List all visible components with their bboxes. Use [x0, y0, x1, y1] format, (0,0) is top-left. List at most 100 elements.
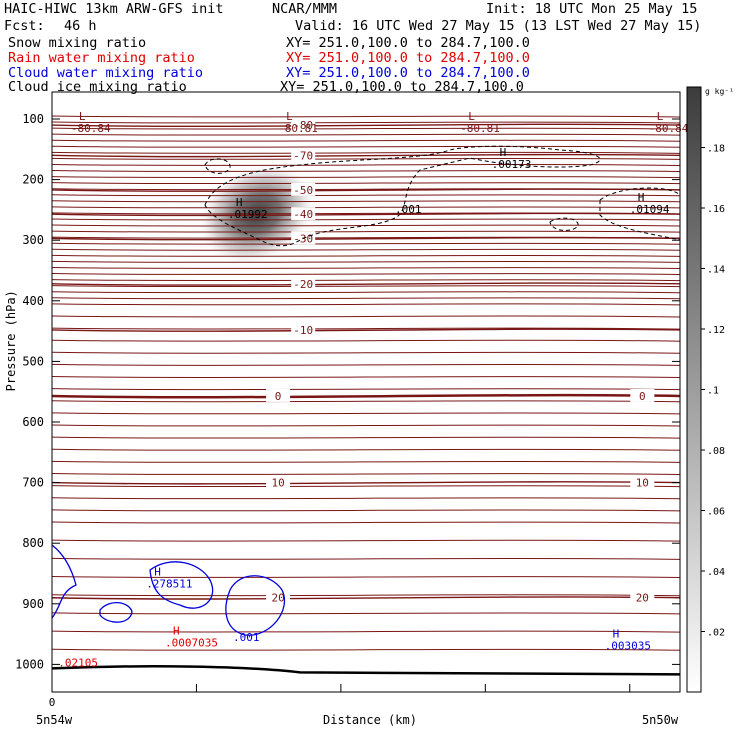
- extremum-letter: H: [500, 146, 507, 159]
- org-label: NCAR/MMM: [272, 1, 338, 17]
- extremum-letter: H: [236, 196, 243, 209]
- extremum-value: .01094: [630, 203, 670, 216]
- isotherm: [52, 594, 680, 597]
- extremum-value: -80.84: [71, 122, 111, 135]
- contour-label-bg: [291, 322, 316, 336]
- isotherm: [52, 157, 680, 160]
- colorbar-tick-label: .18: [707, 144, 725, 155]
- cloud-water-contour: [99, 602, 133, 623]
- isotherm-label: 10: [271, 477, 284, 490]
- isotherm: [52, 497, 680, 500]
- init-time: Init: 18 UTC Mon 25 May 15: [486, 1, 698, 17]
- colorbar-tick-label: .04: [707, 567, 725, 578]
- extremum-letter: H: [154, 566, 161, 579]
- contour-label-bg: [291, 207, 316, 221]
- extremum-letter: H: [613, 627, 620, 640]
- isotherm-labeled: [52, 596, 680, 600]
- isotherm: [52, 273, 680, 276]
- extremum-value: .278511: [146, 578, 192, 591]
- y-tick-label: 500: [22, 354, 44, 368]
- y-tick-label: 700: [22, 476, 44, 490]
- plot-frame: [51, 91, 681, 693]
- contour-label-bg: [266, 388, 291, 402]
- extremum-letter: L: [286, 110, 293, 123]
- y-tick-label: 900: [22, 597, 44, 611]
- y-tick-label: 1000: [15, 657, 44, 671]
- isotherm-labeled: [52, 282, 680, 286]
- isotherm-label: -20: [293, 278, 313, 291]
- contour-label-bg: [266, 475, 291, 489]
- isotherm: [52, 630, 680, 633]
- isotherm-label: -80: [293, 119, 313, 132]
- isotherm: [52, 363, 680, 366]
- y-tick-label: 800: [22, 536, 44, 550]
- cloud-ice-contour: [204, 145, 601, 247]
- cloud-ice-contour: [549, 217, 579, 231]
- contour-label-bg: [630, 475, 655, 489]
- cloud-water-contour: [149, 561, 214, 609]
- isotherm: [52, 248, 680, 251]
- isotherm: [52, 242, 680, 245]
- isotherm: [52, 460, 680, 463]
- isotherm: [52, 424, 680, 427]
- extremum-letter: L: [468, 110, 475, 123]
- isotherm: [52, 254, 680, 257]
- isotherm: [52, 376, 680, 379]
- extremum-letter: L: [79, 110, 86, 123]
- isotherm: [52, 327, 680, 330]
- isotherm: [52, 182, 680, 185]
- isotherm-labeled: [52, 188, 680, 192]
- isotherm-label: 0: [275, 390, 282, 403]
- isotherm: [52, 218, 680, 221]
- isotherm: [52, 206, 680, 209]
- isotherm: [52, 285, 680, 288]
- isotherm: [52, 436, 680, 439]
- isotherm: [52, 388, 680, 391]
- isotherm: [52, 351, 680, 354]
- field-xy-cloud-ice: XY= 251.0,100.0 to 284.7,100.0: [280, 79, 524, 95]
- isotherm: [52, 315, 680, 318]
- colorbar-tick-label: .16: [707, 204, 725, 215]
- isotherm: [52, 176, 680, 179]
- isotherm-label: 0: [639, 390, 646, 403]
- colorbar-tick-label: .14: [707, 265, 725, 276]
- field-xy-cloud-water: XY= 251.0,100.0 to 284.7,100.0: [286, 65, 530, 81]
- isotherm: [52, 521, 680, 524]
- contour-label-bg: [291, 118, 316, 132]
- isotherm: [52, 485, 680, 488]
- valid-time: Valid: 16 UTC Wed 27 May 15 (13 LST Wed …: [295, 18, 702, 34]
- extremum-value: .0007035: [165, 636, 218, 649]
- y-tick-label: 100: [22, 112, 44, 126]
- contour-label-bg: [291, 276, 316, 290]
- isotherm-label: 10: [636, 477, 649, 490]
- colorbar-tick-label: .02: [707, 628, 725, 639]
- cloud-ice-contour-label: .001: [395, 203, 422, 216]
- colorbar: [686, 86, 702, 693]
- cloud-ice-contour: [599, 187, 680, 241]
- colorbar-tick-label: .08: [707, 446, 725, 457]
- isotherm: [52, 576, 680, 579]
- isotherm-label: 20: [271, 592, 284, 605]
- extremum-value: .003035: [605, 639, 651, 652]
- isotherm: [52, 170, 680, 173]
- x-end-label-left: 5n54w: [36, 713, 73, 727]
- isotherm: [52, 473, 680, 476]
- y-tick-label: 300: [22, 233, 44, 247]
- isotherm: [52, 230, 680, 233]
- x-end-label-right: 5n50w: [642, 713, 679, 727]
- isotherm: [52, 139, 680, 142]
- colorbar-tick-label: .1: [707, 386, 719, 397]
- extremum-value: .01992: [228, 208, 268, 221]
- extremum-value: -80.81: [460, 122, 500, 135]
- colorbar-tick-label: .12: [707, 325, 725, 336]
- extremum-value: .00173: [492, 158, 532, 171]
- isotherm-labeled: [52, 481, 680, 485]
- forecast-hours: 46 h: [64, 18, 97, 34]
- isotherm-labeled: [52, 236, 680, 241]
- field-label-snow: Snow mixing ratio: [8, 35, 147, 51]
- contour-label-bg: [291, 148, 316, 162]
- isotherm-labeled: [52, 153, 680, 158]
- isotherm: [52, 297, 680, 300]
- field-label-cloud-water: Cloud water mixing ratio: [8, 65, 204, 81]
- y-axis-label: Pressure (hPa): [4, 290, 18, 391]
